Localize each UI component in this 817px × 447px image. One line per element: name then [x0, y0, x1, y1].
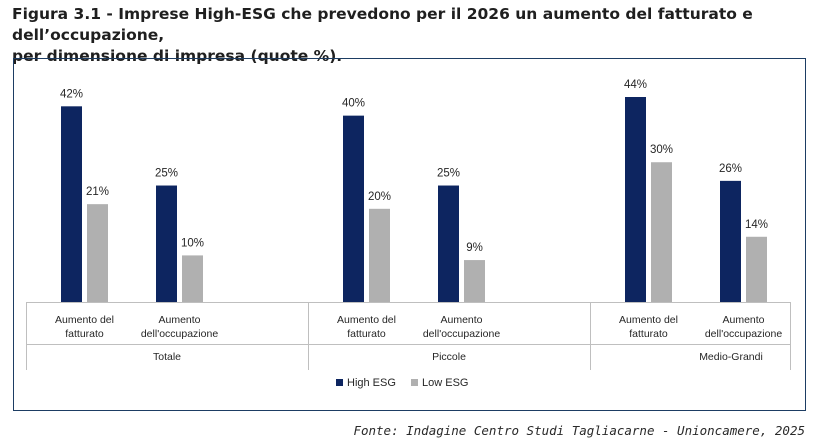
bar-high-esg-5: [720, 180, 741, 302]
legend-label-0: High ESG: [347, 377, 396, 389]
category-label-1-1: dell'occupazione: [141, 328, 218, 340]
legend-label-1: Low ESG: [422, 377, 468, 389]
data-label-low-esg-5: 14%: [745, 219, 768, 231]
bar-low-esg-2: [369, 208, 390, 302]
data-label-low-esg-0: 21%: [86, 186, 109, 198]
data-label-low-esg-1: 10%: [181, 237, 204, 249]
data-label-low-esg-2: 20%: [368, 191, 391, 203]
legend-swatch-0: [336, 379, 343, 386]
source-note: Fonte: Indagine Centro Studi Tagliacarne…: [353, 423, 805, 438]
group-label-1: Piccole: [432, 351, 466, 363]
chart-frame: 42% 21% Aumento del fatturato 25% 10% Aumento d…: [13, 58, 806, 411]
figure-title: Figura 3.1 - Imprese High-ESG che preved…: [12, 4, 812, 67]
category-label-5-1: dell'occupazione: [705, 328, 782, 340]
bar-high-esg-4: [625, 97, 646, 302]
category-label-0-1: fatturato: [65, 328, 104, 340]
category-label-4-1: fatturato: [629, 328, 668, 340]
category-label-3-1: dell'occupazione: [423, 328, 500, 340]
category-label-2-0: Aumento del: [337, 314, 396, 326]
bar-high-esg-3: [438, 185, 459, 302]
category-label-1-0: Aumento: [158, 314, 200, 326]
bar-low-esg-0: [87, 204, 108, 302]
data-label-high-esg-0: 42%: [60, 88, 83, 100]
category-label-5-0: Aumento: [722, 314, 764, 326]
category-label-4-0: Aumento del: [619, 314, 678, 326]
data-label-low-esg-4: 30%: [650, 144, 673, 156]
group-label-2: Medio-Grandi: [699, 351, 763, 363]
data-label-high-esg-2: 40%: [342, 98, 365, 110]
figure-title-line-1: Figura 3.1 - Imprese High-ESG che preved…: [12, 5, 753, 44]
data-label-high-esg-1: 25%: [155, 168, 178, 180]
data-label-high-esg-4: 44%: [624, 79, 647, 91]
category-label-3-0: Aumento: [440, 314, 482, 326]
category-label-2-1: fatturato: [347, 328, 386, 340]
bar-high-esg-0: [61, 106, 82, 302]
bar-high-esg-1: [156, 185, 177, 302]
bar-low-esg-1: [182, 255, 203, 302]
legend-swatch-1: [411, 379, 418, 386]
data-label-low-esg-3: 9%: [466, 242, 483, 254]
bar-low-esg-4: [651, 162, 672, 302]
data-label-high-esg-5: 26%: [719, 163, 742, 175]
data-label-high-esg-3: 25%: [437, 168, 460, 180]
bar-low-esg-5: [746, 236, 767, 302]
bar-high-esg-2: [343, 115, 364, 302]
bar-chart: 42% 21% Aumento del fatturato 25% 10% Aumento d…: [26, 79, 791, 389]
category-label-0-0: Aumento del: [55, 314, 114, 326]
bar-low-esg-3: [464, 260, 485, 302]
figure-title-line-2: per dimensione di impresa (quote %).: [12, 47, 343, 65]
group-label-0: Totale: [153, 351, 181, 363]
